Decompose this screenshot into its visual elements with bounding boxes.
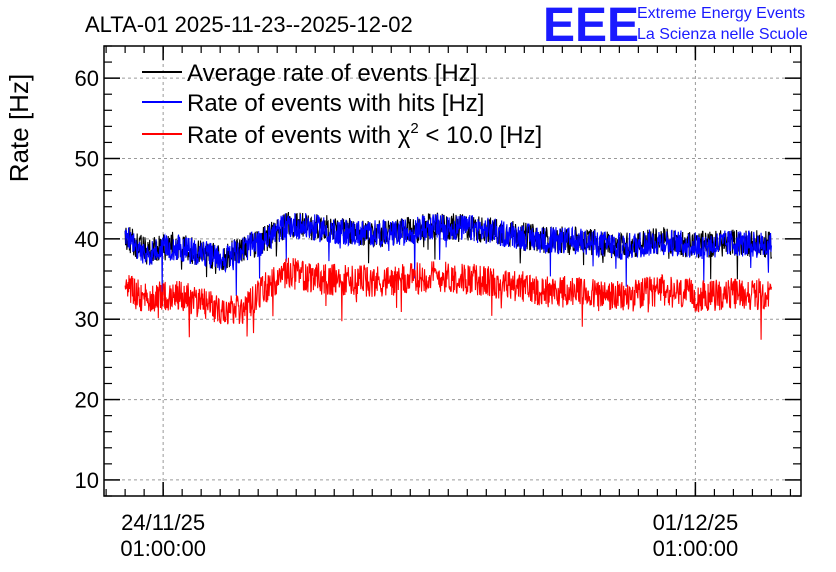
y-axis-label: Rate [Hz] xyxy=(4,74,34,182)
x-tick-date: 24/11/25 xyxy=(121,510,205,535)
data-series xyxy=(124,212,772,340)
y-tick-label: 20 xyxy=(75,388,99,413)
chart-title: ALTA-01 2025-11-23--2025-12-02 xyxy=(85,12,413,37)
x-tick-date: 01/12/25 xyxy=(653,510,739,535)
series-line-hits xyxy=(124,213,772,296)
axis-ticks xyxy=(104,45,801,497)
logo-mark: EEE xyxy=(543,0,639,52)
series-line-chi2 xyxy=(124,257,772,340)
logo-line-1: Extreme Energy Events xyxy=(637,5,805,22)
x-tick-time: 01:00:00 xyxy=(653,536,739,561)
logo-line-2: La Scienza nelle Scuole xyxy=(637,26,808,43)
y-tick-label: 50 xyxy=(75,147,99,172)
y-tick-label: 40 xyxy=(75,227,99,252)
y-tick-label: 10 xyxy=(75,468,99,493)
y-tick-labels: 10 20 30 40 50 60 xyxy=(75,66,99,493)
y-tick-label: 30 xyxy=(75,307,99,332)
x-tick-time: 01:00:00 xyxy=(120,536,206,561)
legend-label-chi2: Rate of events with χ2 < 10.0 [Hz] xyxy=(187,120,542,149)
legend-label-average: Average rate of events [Hz] xyxy=(187,60,477,87)
series-line-average xyxy=(124,212,772,280)
legend: Average rate of events [Hz] Rate of event… xyxy=(142,60,542,149)
eee-logo: EEE Extreme Energy Events La Scienza nel… xyxy=(543,0,808,52)
y-tick-label: 60 xyxy=(75,66,99,91)
legend-label-hits: Rate of events with hits [Hz] xyxy=(187,90,484,117)
